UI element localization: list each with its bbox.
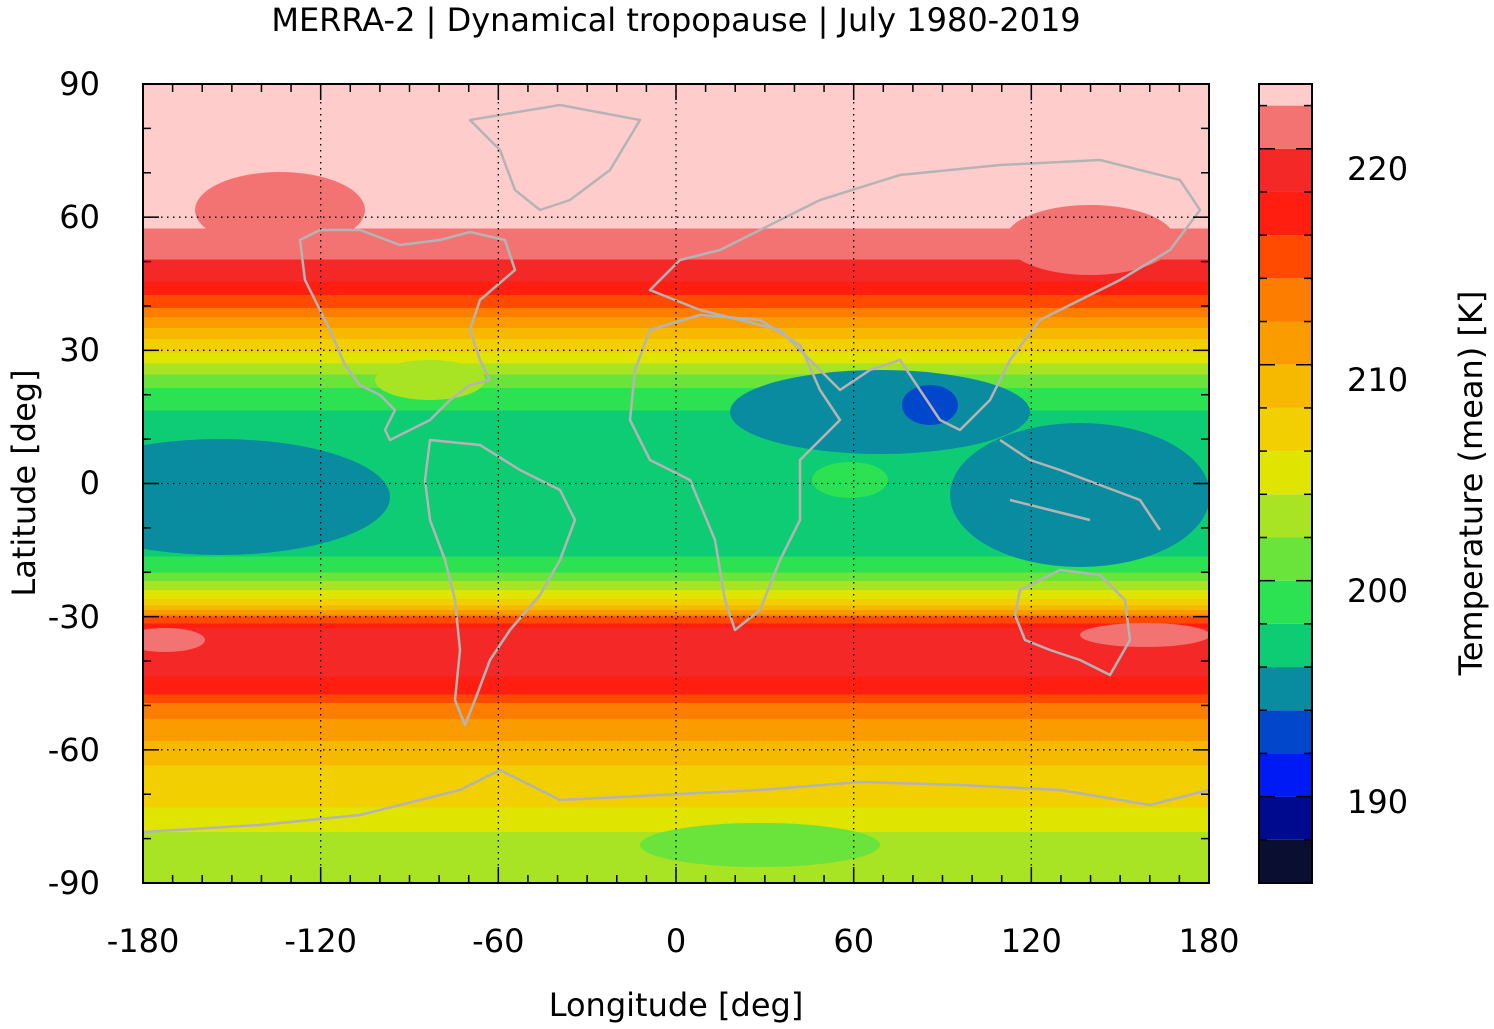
colorbar-band-1 (1259, 796, 1312, 840)
y-tick-label-0: 90 (59, 65, 100, 103)
x-tick-label-6: 180 (1178, 922, 1239, 960)
y-axis-label: Latitude [deg] (5, 369, 43, 596)
south-pacific-peak-west (143, 628, 205, 652)
colorbar-tick-label-190: 190 (1347, 783, 1408, 821)
colorbar-band-15 (1259, 191, 1312, 236)
x-axis-label: Longitude [deg] (549, 986, 804, 1024)
north-america-cold-core (375, 360, 485, 400)
colorbar-band-17 (1259, 105, 1312, 149)
colorbar-band-8 (1259, 494, 1312, 538)
north-america-coast (298, 228, 517, 442)
colorbar-tick-label-210: 210 (1347, 361, 1408, 399)
colorbar-band-16 (1259, 148, 1312, 192)
colorbar-band-5 (1259, 623, 1312, 668)
plot-frame (142, 83, 1210, 884)
equatorial-pacific-low (143, 439, 390, 555)
colorbar-band-3 (1259, 710, 1312, 754)
colorbar-frame (1258, 83, 1313, 884)
eurasia-coast (648, 158, 1202, 432)
colorbar-band-10 (1259, 407, 1312, 452)
colorbar-ticks (1259, 104, 1312, 841)
australia-coast (1013, 568, 1132, 677)
colorbar-label: Temperature (mean) [K] (1452, 291, 1490, 677)
arabian-sea-maximum (812, 462, 888, 498)
x-tick-label-4: 60 (833, 922, 874, 960)
x-tick-label-0: -180 (107, 922, 180, 960)
colorbar-band-11 (1259, 364, 1312, 408)
south-pacific-peak-east (1080, 623, 1209, 647)
x-tick-label-5: 120 (1001, 922, 1062, 960)
x-tick-label-3: 0 (666, 922, 686, 960)
grid-lines (143, 84, 1209, 883)
colorbar-band-12 (1259, 321, 1312, 365)
antarctic-coast-green (640, 823, 880, 867)
greenland-coast (468, 103, 642, 212)
colorbar-tick-label-220: 220 (1347, 150, 1408, 188)
y-tick-label-1: 60 (59, 198, 100, 236)
colorbar-band-6 (1259, 580, 1312, 624)
y-tick-label-6: -90 (48, 864, 100, 902)
west-pacific-low (950, 423, 1209, 567)
y-tick-label-2: 30 (59, 331, 100, 369)
y-tick-label-5: -60 (48, 731, 100, 769)
colorbar-tick-label-200: 200 (1347, 572, 1408, 610)
coastlines (143, 103, 1209, 834)
x-tick-label-1: -120 (284, 922, 357, 960)
asian-monsoon-low (730, 370, 1030, 454)
colorbar-band-18 (1259, 84, 1312, 106)
regional-anomalies (143, 172, 1209, 867)
y-tick-label-3: 0 (80, 464, 100, 502)
y-tick-label-4: -30 (48, 598, 100, 636)
colorbar-band-7 (1259, 537, 1312, 581)
colorbar-band-0 (1259, 839, 1312, 883)
colorbar-band-2 (1259, 753, 1312, 797)
x-tick-label-2: -60 (472, 922, 524, 960)
colorbar-band-13 (1259, 278, 1312, 322)
colorbar (1259, 84, 1312, 883)
maritime-continent-coast (999, 438, 1162, 531)
alaska-high (195, 172, 365, 248)
colorbar-band-14 (1259, 235, 1312, 279)
chart-title: MERRA-2 | Dynamical tropopause | July 19… (271, 1, 1080, 39)
antarctica-coast (143, 768, 1209, 834)
colorbar-band-9 (1259, 451, 1312, 495)
colorbar-band-4 (1259, 667, 1312, 711)
kamchatka-high (1005, 205, 1175, 275)
africa-coast (628, 313, 842, 632)
axis-ticks (142, 83, 1210, 884)
south-america-coast (423, 438, 577, 727)
